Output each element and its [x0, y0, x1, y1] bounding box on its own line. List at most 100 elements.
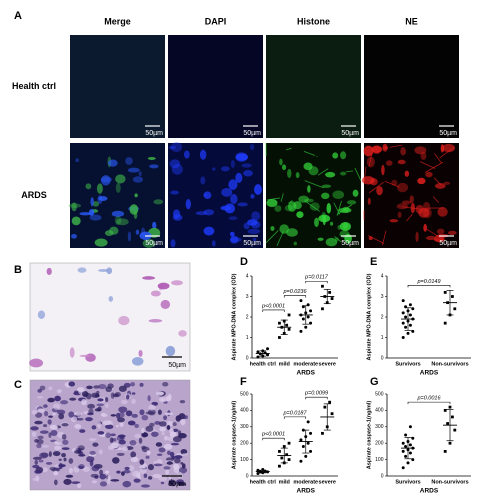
stained-cell — [125, 394, 130, 400]
cell-signal — [423, 201, 431, 212]
data-point — [256, 350, 260, 354]
stained-cell — [97, 406, 102, 412]
stained-cell — [32, 456, 42, 460]
stained-cell — [127, 420, 136, 426]
stained-cell — [138, 349, 143, 357]
stained-cell — [165, 421, 174, 427]
stained-cell — [37, 310, 46, 319]
stained-cell — [163, 466, 171, 470]
cell-signal — [425, 235, 436, 241]
data-point — [287, 313, 291, 317]
significance-bracket — [305, 396, 328, 400]
cell-signal — [212, 167, 216, 171]
stained-cell — [110, 414, 117, 417]
cell-signal — [334, 237, 339, 242]
stained-cell — [102, 420, 112, 426]
stained-cell — [149, 422, 155, 427]
panel-letter: E — [370, 256, 377, 268]
data-point — [330, 412, 334, 416]
stained-cell — [145, 425, 154, 432]
stained-cell — [165, 395, 172, 402]
data-point — [278, 336, 281, 339]
stained-cell — [104, 470, 110, 474]
x-tick-label: Survivors — [395, 479, 420, 485]
cell-signal — [229, 235, 239, 244]
stained-cell — [148, 404, 156, 411]
stained-cell — [132, 470, 141, 477]
stained-cell — [54, 479, 58, 486]
row-label: Health ctrl — [12, 81, 56, 91]
data-point — [280, 456, 284, 460]
fiber — [401, 206, 421, 210]
x-tick-label: moderate — [293, 361, 318, 367]
cell-signal — [440, 144, 445, 153]
y-tick-label: 200 — [375, 441, 384, 447]
stained-cell — [58, 458, 62, 462]
data-point — [451, 295, 454, 298]
cell-signal — [134, 193, 138, 198]
scale-label: 50µm — [168, 481, 186, 488]
stained-cell — [44, 410, 49, 417]
stained-cell — [30, 426, 39, 431]
data-point — [406, 331, 410, 335]
stained-cell — [77, 417, 84, 421]
stained-cell — [166, 461, 173, 465]
cell-signal — [125, 157, 133, 165]
stained-cell — [97, 421, 102, 429]
stained-cell — [118, 406, 128, 413]
stained-cell — [148, 476, 153, 480]
scale-label: 50µm — [439, 240, 457, 247]
fiber — [432, 196, 439, 203]
cell-signal — [376, 186, 383, 196]
stained-cell — [175, 415, 181, 422]
fiber — [333, 202, 341, 215]
data-point — [301, 444, 305, 448]
cell-signal — [397, 182, 409, 193]
stained-cell — [129, 440, 137, 446]
cell-signal — [314, 217, 319, 228]
cell-signal — [100, 175, 111, 186]
data-point — [299, 438, 303, 442]
cell-signal — [152, 221, 157, 229]
cell-signal — [325, 237, 338, 247]
y-tick-label: 2 — [381, 314, 384, 320]
stained-cell — [141, 484, 150, 488]
data-point — [411, 436, 415, 440]
fiber — [334, 236, 342, 243]
panel-letter: D — [240, 256, 248, 268]
stained-cell — [118, 385, 127, 392]
fiber — [381, 230, 387, 246]
cell-signal — [401, 200, 412, 205]
cell-signal — [332, 190, 345, 199]
cell-signal — [111, 210, 125, 217]
cell-signal — [367, 197, 371, 205]
stained-cell — [124, 466, 130, 471]
cell-signal — [385, 160, 393, 166]
stained-cell — [34, 420, 43, 425]
stained-cell — [142, 463, 147, 469]
stained-cell — [39, 452, 48, 459]
data-point — [406, 461, 410, 465]
stained-cell — [39, 430, 49, 434]
stained-cell — [68, 467, 73, 474]
stained-cell — [109, 437, 114, 444]
stained-cell — [79, 354, 92, 358]
cell-signal — [79, 212, 92, 216]
p-value: p=0.0149 — [416, 279, 440, 285]
stained-cell — [121, 446, 129, 452]
cell-signal — [115, 182, 121, 194]
cell-signal — [138, 171, 142, 177]
cell-signal — [185, 199, 191, 210]
data-point — [443, 409, 447, 412]
fiber — [345, 170, 353, 173]
data-point — [328, 291, 332, 294]
x-tick-label: Non-survivors — [431, 479, 468, 485]
stained-cell — [163, 443, 173, 450]
stained-cell — [158, 421, 167, 427]
stained-cell — [54, 395, 61, 402]
stained-cell — [78, 464, 85, 470]
cell-signal — [96, 183, 103, 194]
stained-cell — [88, 438, 97, 441]
data-point — [309, 431, 313, 435]
cell-signal — [321, 184, 332, 188]
